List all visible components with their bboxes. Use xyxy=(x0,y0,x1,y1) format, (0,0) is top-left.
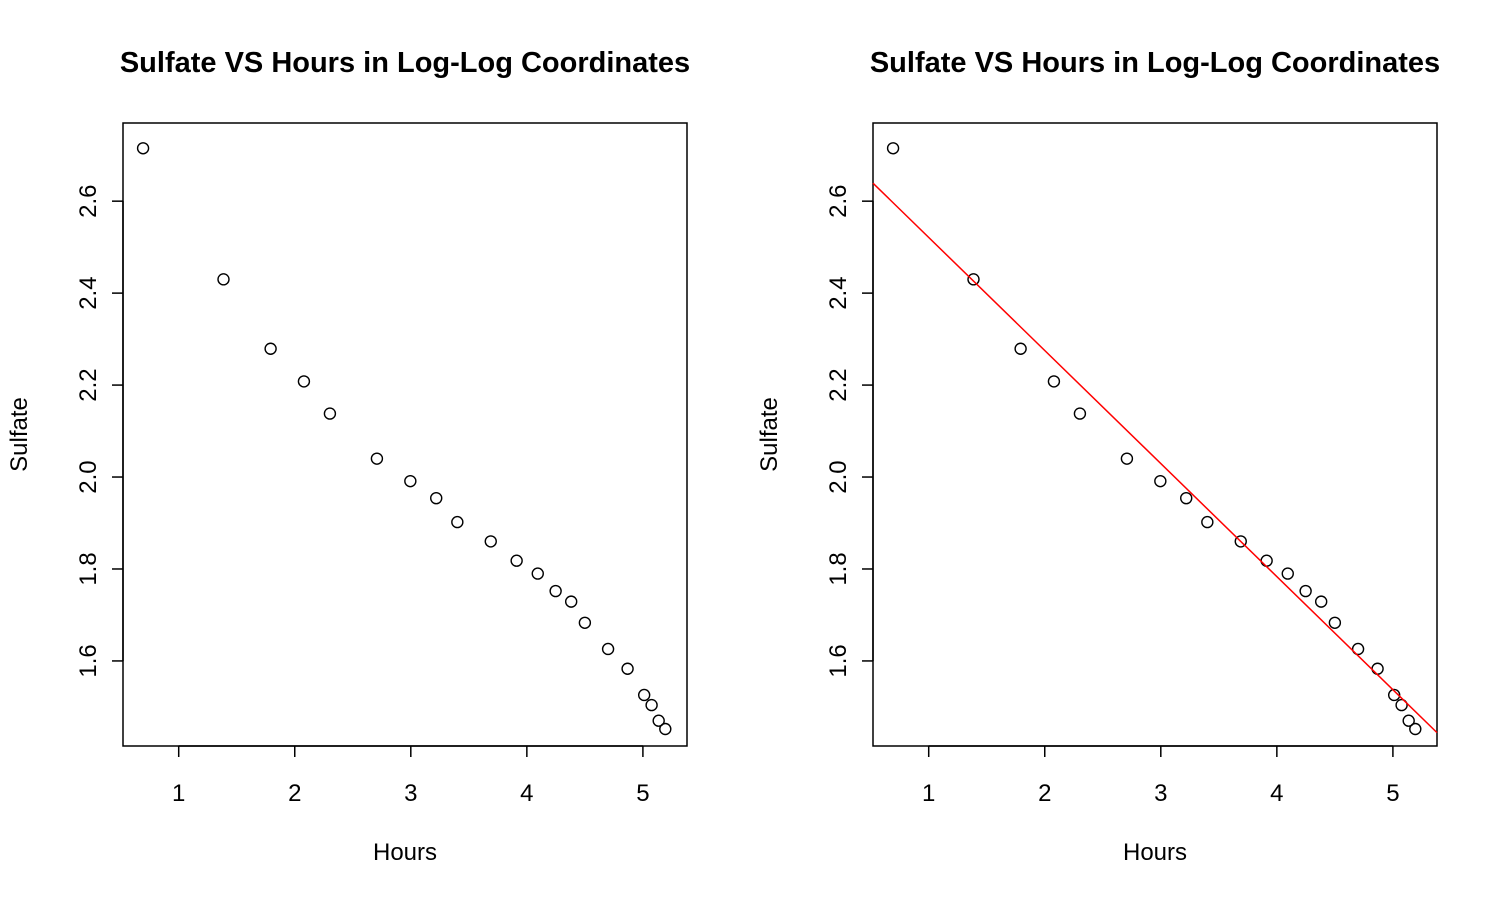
data-point xyxy=(370,452,384,465)
y-tick-label: 2.6 xyxy=(75,184,102,217)
data-point xyxy=(217,273,230,286)
y-tick-label: 1.8 xyxy=(825,552,852,585)
data-point xyxy=(1073,407,1087,420)
data-point xyxy=(1314,595,1328,608)
data-point xyxy=(1014,342,1027,355)
data-point xyxy=(510,554,523,567)
x-tick-label: 2 xyxy=(288,780,301,807)
data-point xyxy=(323,407,337,420)
data-point xyxy=(136,142,150,155)
data-point xyxy=(1371,662,1384,675)
y-tick-label: 1.8 xyxy=(75,552,102,585)
data-point xyxy=(1409,722,1422,736)
data-point xyxy=(1281,567,1294,580)
y-tick-label: 2.6 xyxy=(825,184,852,217)
x-tick-label: 3 xyxy=(404,780,417,807)
x-tick-label: 1 xyxy=(172,780,185,807)
data-point xyxy=(531,567,544,580)
right-scatter-plot: Sulfate VS Hours in Log-Log Coordinates … xyxy=(756,47,1440,866)
y-tick-label: 2.0 xyxy=(825,460,852,493)
data-point xyxy=(297,375,311,388)
data-point xyxy=(886,142,900,155)
data-point xyxy=(1395,698,1408,712)
y-tick-label: 2.4 xyxy=(75,276,102,309)
data-point xyxy=(1299,584,1312,598)
y-axis-label: Sulfate xyxy=(756,397,783,472)
axis-ticks: 1 2 3 4 5 1.6 1.8 2.0 2.2 2.4 2.6 xyxy=(825,184,1400,807)
chart-title: Sulfate VS Hours in Log-Log Coordinates xyxy=(870,47,1440,79)
data-point xyxy=(1201,515,1214,529)
y-tick-label: 2.2 xyxy=(75,368,102,401)
x-tick-label: 2 xyxy=(1038,780,1051,807)
x-tick-label: 4 xyxy=(1270,780,1283,807)
data-points xyxy=(136,142,672,736)
data-point xyxy=(1351,642,1365,656)
data-point xyxy=(1047,375,1061,388)
data-point xyxy=(621,662,634,675)
regression-line xyxy=(872,182,1438,734)
data-point xyxy=(659,722,672,736)
y-tick-label: 1.6 xyxy=(75,644,102,677)
data-point xyxy=(652,714,665,727)
axis-ticks: 1 2 3 4 5 1.6 1.8 2.0 2.2 2.4 2.6 xyxy=(75,184,650,807)
data-point xyxy=(967,273,980,286)
data-point xyxy=(1180,491,1193,505)
left-scatter-plot: Sulfate VS Hours in Log-Log Coordinates … xyxy=(6,47,690,866)
data-point xyxy=(549,584,562,598)
data-point xyxy=(1120,452,1134,465)
data-point xyxy=(645,698,658,712)
data-point xyxy=(564,595,578,608)
x-tick-label: 4 xyxy=(520,780,533,807)
x-tick-label: 5 xyxy=(636,780,649,807)
data-point xyxy=(1234,535,1247,548)
y-tick-label: 2.0 xyxy=(75,460,102,493)
data-point xyxy=(430,491,443,505)
x-tick-label: 1 xyxy=(922,780,935,807)
y-tick-label: 2.4 xyxy=(825,276,852,309)
data-point xyxy=(1402,714,1415,727)
y-tick-label: 2.2 xyxy=(825,368,852,401)
x-tick-label: 3 xyxy=(1154,780,1167,807)
data-point xyxy=(451,515,464,529)
data-point xyxy=(578,616,592,629)
chart-title: Sulfate VS Hours in Log-Log Coordinates xyxy=(120,47,690,79)
plot-frame xyxy=(872,122,1438,747)
plot-frame xyxy=(122,122,688,747)
data-point xyxy=(1387,688,1401,702)
data-point xyxy=(264,342,277,355)
data-points xyxy=(886,142,1422,736)
data-point xyxy=(404,474,417,488)
x-axis-label: Hours xyxy=(1123,839,1187,866)
x-axis-label: Hours xyxy=(373,839,437,866)
y-axis-label: Sulfate xyxy=(6,397,33,472)
data-point xyxy=(1154,474,1167,488)
data-point xyxy=(637,688,651,702)
data-point xyxy=(1260,554,1273,567)
y-tick-label: 1.6 xyxy=(825,644,852,677)
data-point xyxy=(484,535,497,548)
data-point xyxy=(601,642,615,656)
data-point xyxy=(1328,616,1342,629)
x-tick-label: 5 xyxy=(1386,780,1399,807)
